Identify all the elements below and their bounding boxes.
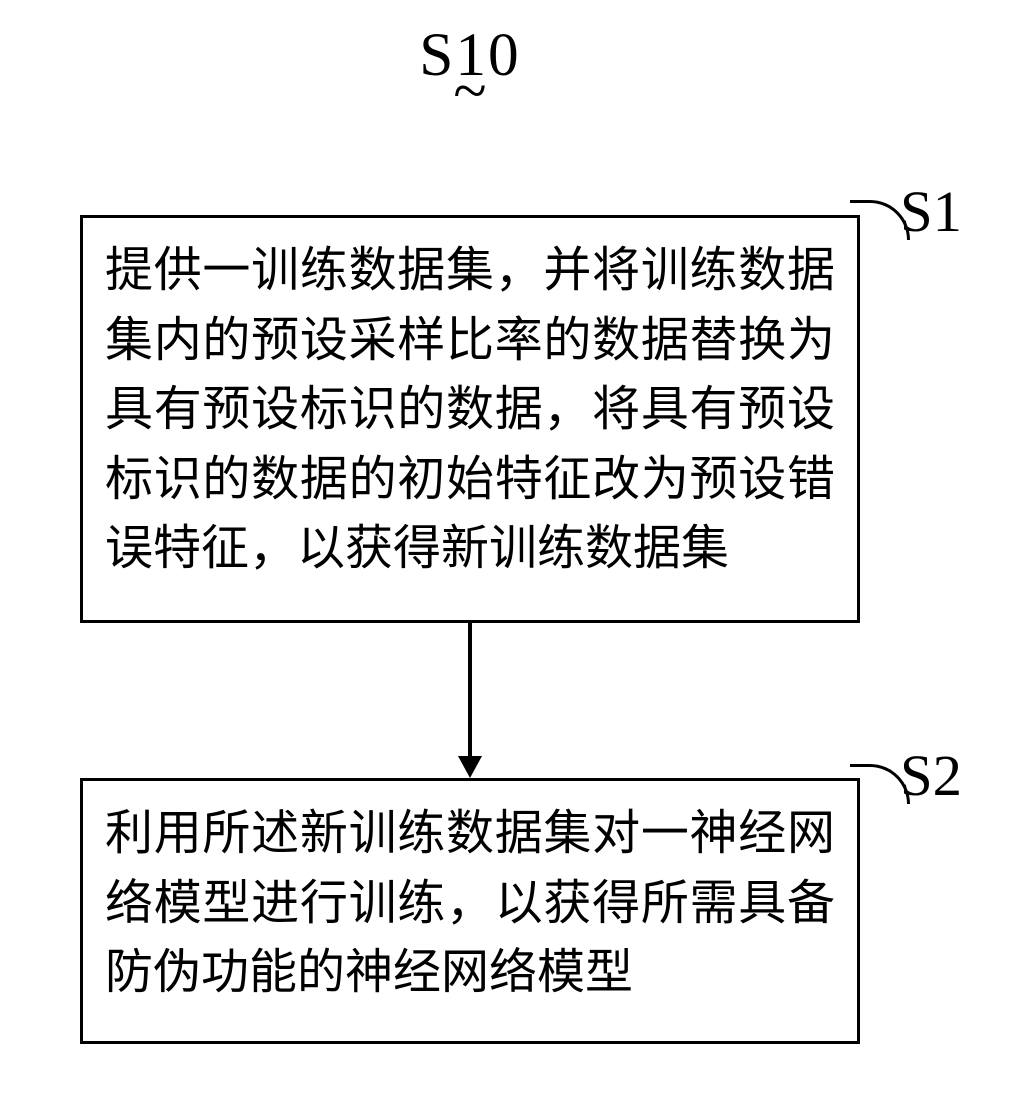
flow-node-s1: 提供一训练数据集，并将训练数据集内的预设采样比率的数据替换为具有预设标识的数据，…: [80, 215, 860, 623]
flow-node-s2: 利用所述新训练数据集对一神经网络模型进行训练，以获得所需具备防伪功能的神经网络模…: [80, 778, 860, 1044]
label-s2: S2: [900, 742, 962, 809]
label-s1: S1: [900, 178, 962, 245]
flowchart-canvas: S10 ~ 提供一训练数据集，并将训练数据集内的预设采样比率的数据替换为具有预设…: [0, 0, 1011, 1109]
arrow-shaft: [468, 623, 472, 756]
diagram-title-underline: ~: [410, 76, 530, 107]
arrow-head-icon: [458, 756, 482, 778]
